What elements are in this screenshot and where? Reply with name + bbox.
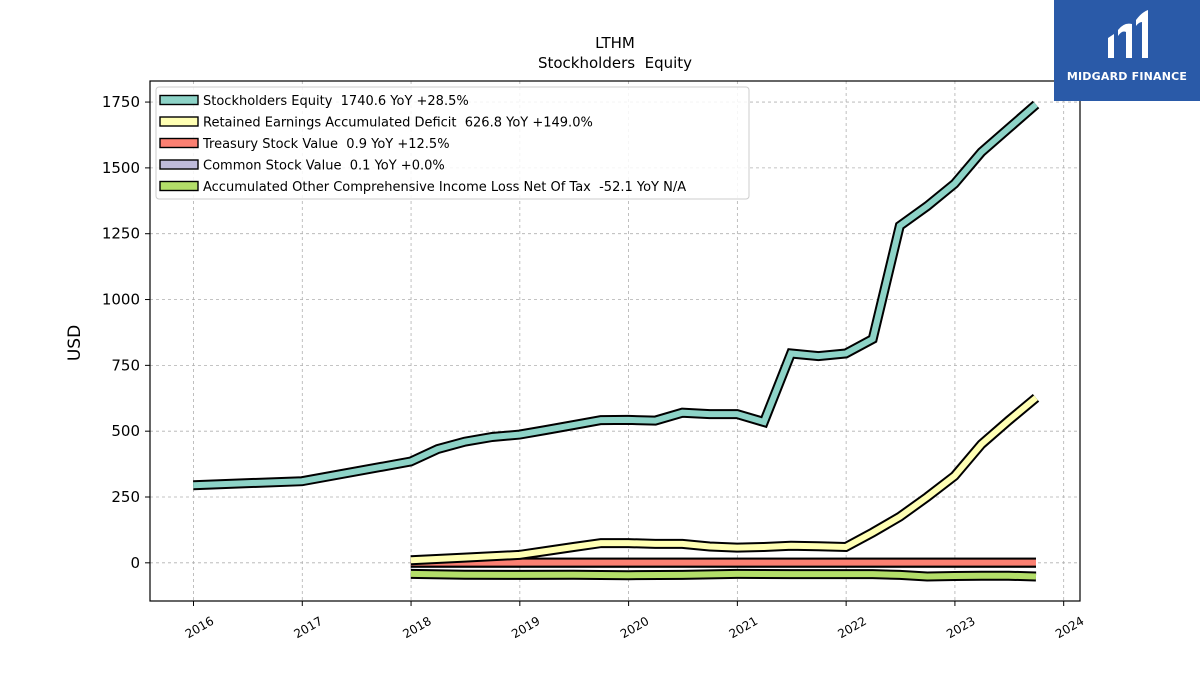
y-tick-label: 250 (111, 488, 140, 506)
plot-frame (149, 80, 1081, 602)
x-tick-label: 2021 (727, 614, 760, 641)
chart-subtitle: Stockholders Equity (538, 54, 692, 72)
x-tick-label: 2024 (1053, 614, 1086, 641)
legend-label: Stockholders Equity 1740.6 YoY +28.5% (203, 94, 469, 109)
legend-box (155, 86, 750, 200)
chart-title: LTHM (595, 34, 635, 52)
legend-swatch (159, 180, 199, 192)
series-line (410, 570, 1037, 580)
x-tick-label: 2016 (183, 614, 216, 641)
legend-swatch (159, 137, 199, 149)
legend-label: Common Stock Value 0.1 YoY +0.0% (203, 159, 445, 174)
y-tick-label: 500 (111, 422, 140, 440)
y-axis-label: USD (65, 325, 85, 361)
legend-label: Accumulated Other Comprehensive Income L… (203, 180, 686, 195)
x-tick-label: 2017 (292, 614, 325, 641)
y-tick-label: 1750 (102, 93, 140, 111)
midgard-finance-logo: MIDGARD FINANCE (1054, 0, 1200, 101)
y-tick-label: 1000 (102, 291, 140, 309)
series-line (410, 395, 1038, 564)
logo-mark-icon (1108, 10, 1148, 59)
x-tick-label: 2018 (400, 614, 433, 641)
legend-label: Retained Earnings Accumulated Deficit 62… (203, 116, 593, 131)
series-lines (193, 100, 1040, 582)
legend-swatch (159, 116, 199, 127)
logo-text: MIDGARD FINANCE (1066, 70, 1188, 83)
legend-swatch (159, 94, 199, 106)
y-tick-label: 1500 (102, 159, 140, 177)
legend-swatch (159, 159, 199, 170)
x-tick-label: 2019 (509, 614, 542, 641)
x-tick-label: 2023 (944, 614, 977, 641)
x-tick-label: 2022 (835, 614, 868, 641)
y-tick-label: 0 (130, 554, 140, 572)
legend: Stockholders Equity 1740.6 YoY +28.5% Ret… (155, 86, 750, 200)
series-line (193, 102, 1038, 489)
legend-label: Treasury Stock Value 0.9 YoY +12.5% (202, 137, 450, 152)
y-tick-label: 1250 (102, 225, 140, 243)
y-tick-label: 750 (111, 356, 140, 374)
x-tick-label: 2020 (618, 614, 651, 641)
series-outline (410, 393, 1040, 566)
